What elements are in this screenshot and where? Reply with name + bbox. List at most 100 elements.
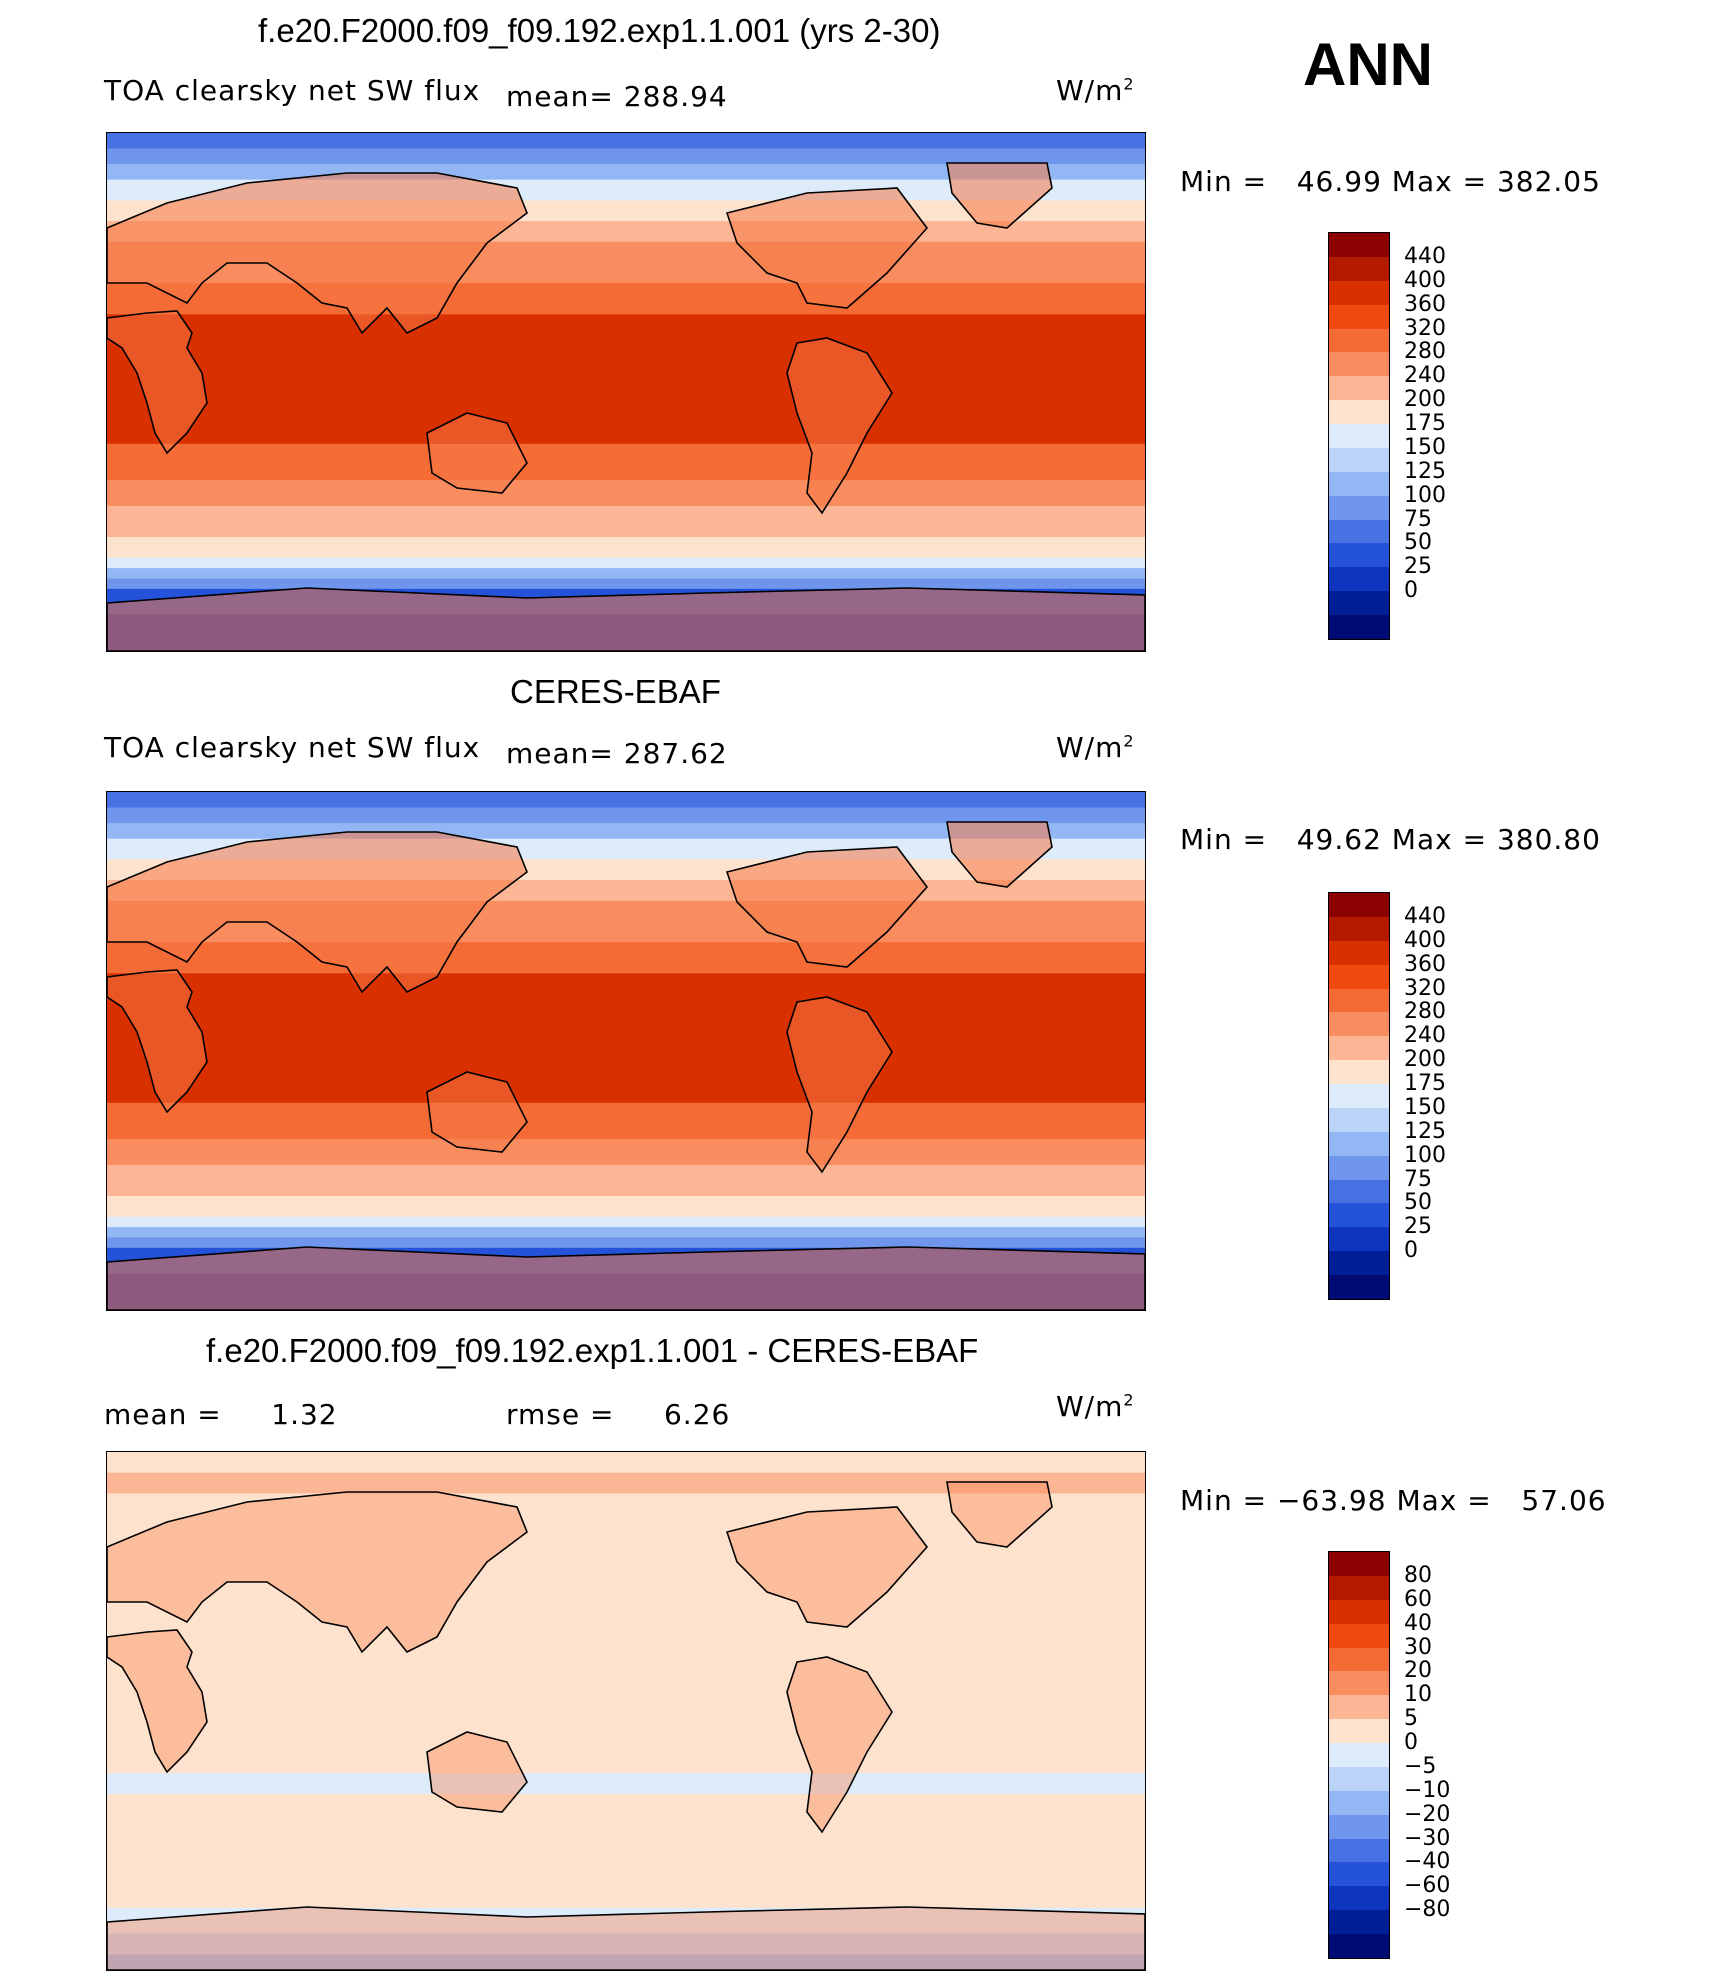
coastline: [107, 1246, 1145, 1310]
coastline: [107, 1629, 208, 1774]
season-label: ANN: [1303, 31, 1433, 98]
colorbar-swatch: [1329, 1623, 1389, 1648]
colorbar-tick-label: 240: [1404, 1023, 1446, 1049]
colorbar-tick-label: 10: [1404, 1682, 1432, 1708]
latitude-band: [107, 314, 1145, 445]
coastline: [107, 969, 208, 1114]
latitude-band: [107, 480, 1145, 507]
colorbar-swatch: [1329, 1107, 1389, 1132]
latitude-band: [107, 505, 1145, 538]
colorbar-swatch: [1329, 328, 1389, 353]
coastline: [786, 337, 893, 515]
colorbar-swatch: [1329, 400, 1389, 424]
latitude-band: [107, 1227, 1145, 1238]
latitude-band: [107, 1907, 1145, 1935]
colorbar-swatch: [1329, 1275, 1389, 1299]
panel-2-minmax: Min = 49.62 Max = 380.80: [1180, 823, 1601, 856]
colorbar-swatch: [1329, 988, 1389, 1013]
colorbar-swatch: [1329, 1227, 1389, 1252]
colorbar-swatch: [1329, 615, 1389, 639]
colorbar-tick-label: 360: [1404, 951, 1446, 977]
panel-2-variable: TOA clearsky net SW flux: [104, 731, 481, 764]
coastline: [107, 172, 528, 335]
colorbar-swatch: [1329, 1743, 1389, 1767]
coastline: [946, 821, 1053, 888]
colorbar-tick-label: 125: [1404, 1118, 1446, 1144]
latitude-band: [107, 973, 1145, 1104]
coastline: [725, 846, 929, 968]
colorbar-tick-label: −10: [1404, 1777, 1451, 1803]
panel-2-map: [106, 791, 1146, 1311]
colorbar-swatch: [1329, 591, 1389, 615]
colorbar-swatch: [1329, 256, 1389, 281]
colorbar-swatch: [1329, 916, 1389, 941]
map-canvas: [107, 1452, 1145, 1970]
coastline: [725, 187, 929, 309]
colorbar-swatch: [1329, 1886, 1389, 1911]
colorbar-swatch: [1329, 1155, 1389, 1180]
latitude-band: [107, 557, 1145, 569]
colorbar-tick-label: 75: [1404, 1166, 1432, 1192]
coastline: [426, 1071, 528, 1153]
colorbar-swatch: [1329, 1910, 1389, 1934]
colorbar-swatch: [1329, 304, 1389, 329]
latitude-band: [107, 568, 1145, 579]
colorbar-tick-label: 60: [1404, 1586, 1432, 1612]
colorbar-swatch: [1329, 1719, 1389, 1743]
colorbar-tick-label: 360: [1404, 291, 1446, 317]
colorbar-tick-label: 320: [1404, 315, 1446, 341]
colorbar-swatch: [1329, 280, 1389, 305]
colorbar-tick-label: −40: [1404, 1849, 1451, 1875]
colorbar-swatch: [1329, 495, 1389, 520]
panel-3-minmax: Min = −63.98 Max = 57.06: [1180, 1484, 1607, 1517]
colorbar-tick-label: 30: [1404, 1634, 1432, 1660]
latitude-band: [107, 1237, 1145, 1249]
colorbar-tick-label: 440: [1404, 243, 1446, 269]
panel-3-mean: mean = 1.32: [104, 1398, 338, 1431]
coastline: [426, 1731, 528, 1813]
colorbar-tick-label: 400: [1404, 267, 1446, 293]
map-canvas: [107, 792, 1145, 1310]
latitude-band: [107, 1472, 1145, 1494]
colorbar-tick-label: 400: [1404, 927, 1446, 953]
panel-1-mean: mean= 288.94: [506, 80, 728, 113]
colorbar-swatch: [1329, 1179, 1389, 1204]
latitude-band: [107, 1196, 1145, 1218]
colorbar-tick-label: −20: [1404, 1801, 1451, 1827]
colorbar-swatch: [1329, 567, 1389, 592]
panel-2-units: W/m2: [1056, 731, 1135, 764]
panel-3-units: W/m2: [1056, 1390, 1135, 1423]
colorbar-tick-label: −80: [1404, 1897, 1451, 1923]
coastline: [946, 162, 1053, 229]
latitude-band: [107, 1102, 1145, 1140]
colorbar-swatch: [1329, 447, 1389, 472]
colorbar-tick-label: 280: [1404, 999, 1446, 1025]
colorbar-swatch: [1329, 424, 1389, 448]
colorbar-tick-label: 0: [1404, 1238, 1418, 1264]
panel-2-colorbar: [1328, 892, 1390, 1300]
colorbar-tick-label: −60: [1404, 1873, 1451, 1899]
coastline: [107, 1906, 1145, 1970]
coastline: [786, 996, 893, 1174]
latitude-band: [107, 1164, 1145, 1197]
colorbar-swatch: [1329, 1084, 1389, 1108]
colorbar-tick-label: 320: [1404, 975, 1446, 1001]
latitude-band: [107, 1452, 1145, 1474]
colorbar-swatch: [1329, 1934, 1389, 1958]
panel-1-title: f.e20.F2000.f09_f09.192.exp1.1.001 (yrs …: [258, 12, 941, 49]
colorbar-tick-label: 75: [1404, 506, 1432, 532]
colorbar-tick-label: 100: [1404, 482, 1446, 508]
latitude-band: [107, 1954, 1145, 1970]
colorbar-tick-label: 280: [1404, 339, 1446, 365]
colorbar-tick-label: 440: [1404, 903, 1446, 929]
colorbar-swatch: [1329, 1203, 1389, 1228]
colorbar-tick-label: 25: [1404, 554, 1432, 580]
map-canvas: [107, 133, 1145, 651]
latitude-band: [107, 443, 1145, 481]
coastline: [107, 831, 528, 994]
panel-1-minmax: Min = 46.99 Max = 382.05: [1180, 165, 1601, 198]
coastline: [426, 412, 528, 494]
colorbar-tick-label: 40: [1404, 1610, 1432, 1636]
latitude-band: [107, 792, 1145, 809]
colorbar-tick-label: 200: [1404, 387, 1446, 413]
